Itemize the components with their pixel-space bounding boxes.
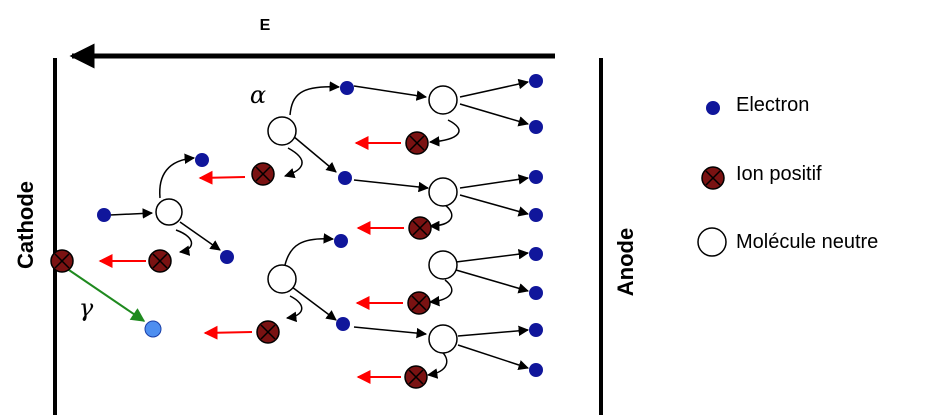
legend-ion-swatch [701,166,725,190]
electron [529,208,543,222]
electron [529,120,543,134]
electrons [97,74,543,377]
anode-label: Anode [613,228,638,296]
cathode-ion [50,249,74,273]
ion-drift-arrows [98,136,404,384]
electron [529,363,543,377]
field-label: E [260,17,271,34]
molecule [267,264,297,294]
electron [338,171,352,185]
legend: Electron Ion positif Molécule neutre [697,94,878,257]
molecule [428,324,458,354]
neutral-molecules [155,85,458,354]
legend-ion-label: Ion positif [736,163,822,185]
molecule [155,198,183,226]
electron [334,234,348,248]
gamma-arrow [65,267,146,322]
electron [195,153,209,167]
electron [97,208,111,222]
secondary-electron [144,320,162,338]
electron [336,317,350,331]
electron [529,323,543,337]
electron [529,247,543,261]
alpha-label: α [250,81,266,109]
legend-molecule-label: Molécule neutre [736,231,878,253]
gamma-label: γ [79,294,94,322]
ion [148,249,172,273]
ion [407,291,431,315]
ion [404,365,428,389]
ion [251,162,275,186]
ion [256,320,280,344]
legend-electron-swatch [706,101,720,115]
cathode-label: Cathode [13,181,38,269]
molecule [428,250,458,280]
legend-electron-label: Electron [736,94,809,116]
electron [529,170,543,184]
legend-molecule-swatch [697,227,727,257]
electron [220,250,234,264]
electron [529,286,543,300]
molecule [428,177,458,207]
ion [408,216,432,240]
ion [405,131,429,155]
positive-ions [148,131,432,389]
trajectory-arrows [109,78,530,379]
molecule [428,85,458,115]
electron [529,74,543,88]
electron [340,81,354,95]
molecule [267,116,297,146]
